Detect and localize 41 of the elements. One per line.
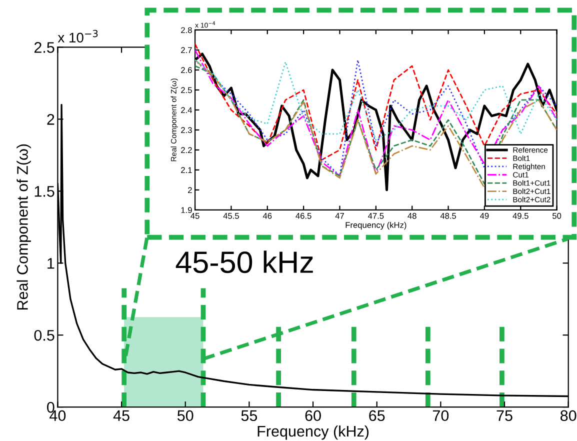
x-tick-label: 48.5 [440,212,456,219]
annotation: 45-50 kHz [176,250,313,274]
x-tick-label: 47.5 [368,213,384,219]
x-tick-label: 49 [480,212,489,219]
x-tick-label: 46.5 [296,212,312,219]
x-tick-label: 46 [262,212,272,219]
x-tick-label: 48 [408,212,416,219]
x-tick-label: 49.5 [512,212,528,219]
y-tick-label: 1 [48,258,54,269]
y-tick-label: 2.4 [181,107,192,113]
x-axis-title: Frequency (kHz) [346,222,406,230]
x-axis-title: Frequency (kHz) [258,425,369,440]
line-series [195,59,557,141]
y-tick-label: 2.2 [181,147,192,153]
x-tick-label: 55 [241,410,258,422]
x-tick-label: 47 [335,213,344,219]
x-tick-label: 75 [496,410,512,422]
x-tick-label: 60 [305,410,321,422]
y-tick-label: 0.5 [34,330,54,341]
y-tick-label: 2 [188,187,192,193]
y-tick-label: 1.9 [181,207,192,214]
x-tick-label: 80 [560,410,576,422]
line-series [195,43,557,161]
y-tick-label: 1.5 [34,186,54,197]
x-tick-label: 50 [552,212,562,219]
x-tick-label: 65 [369,410,385,422]
x-tick-label: 70 [432,410,449,422]
text: x 10$^{−3}$ [58,30,98,43]
x-tick-label: 45 [113,410,130,422]
x-tick-label: 45 [190,213,200,219]
y-tick-label: 2.6 [181,67,192,74]
y-tick-label: 2.5 [181,87,192,94]
y-tick-label: 2.8 [181,27,192,34]
x-tick-label: 45.5 [223,213,239,219]
x-tick-label: 50 [177,410,194,422]
y-tick-label: 2.7 [181,47,192,53]
y-axis-title: Real Component of Z(ω) [16,144,31,310]
y-tick-label: 2.3 [181,127,192,134]
y-tick-label: 2.1 [181,167,192,173]
y-tick-label: 2 [47,114,54,125]
y-tick-label: 2.5 [34,42,54,53]
